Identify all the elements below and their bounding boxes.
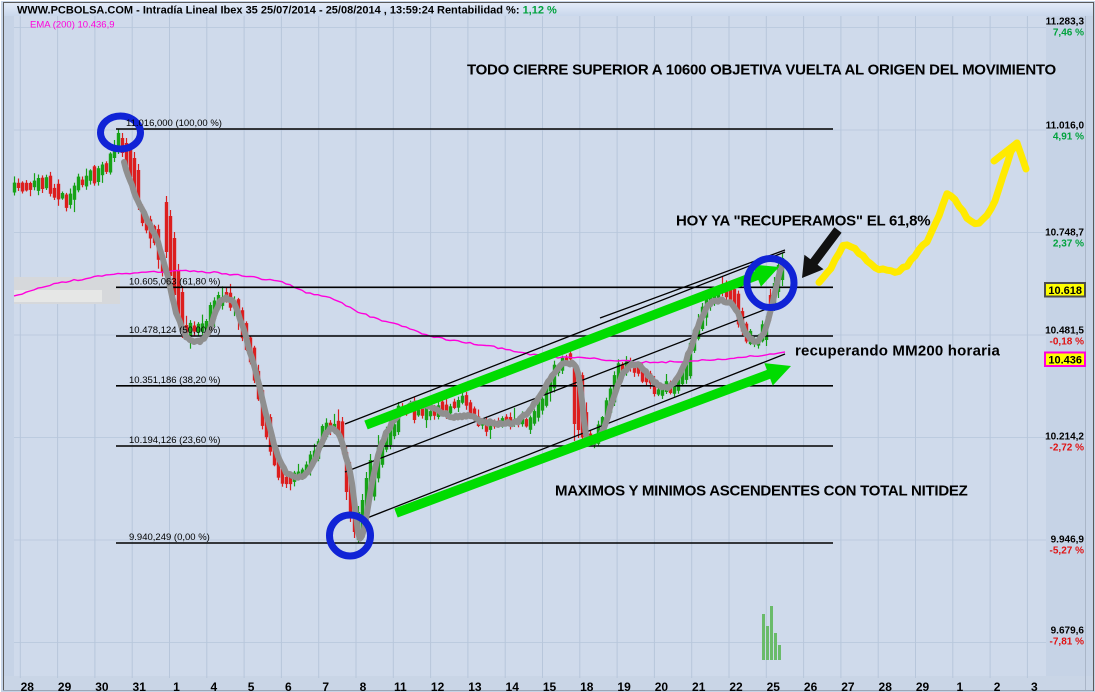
svg-text:15: 15 (543, 680, 557, 692)
svg-text:29: 29 (916, 680, 930, 692)
svg-text:7,46 %: 7,46 % (1053, 28, 1084, 39)
svg-text:31: 31 (133, 680, 147, 692)
svg-text:9.679,6: 9.679,6 (1051, 626, 1085, 637)
svg-text:HOY YA "RECUPERAMOS" EL 61,8%: HOY YA "RECUPERAMOS" EL 61,8% (676, 213, 930, 230)
svg-text:10.478,124 (50,00 %): 10.478,124 (50,00 %) (129, 325, 220, 336)
svg-text:10.194,126 (23,60 %): 10.194,126 (23,60 %) (129, 435, 220, 446)
svg-text:10.214,2: 10.214,2 (1045, 432, 1084, 443)
svg-text:8: 8 (360, 680, 367, 692)
svg-text:4: 4 (210, 680, 217, 692)
svg-text:9.940,249 (0,00 %): 9.940,249 (0,00 %) (129, 532, 210, 543)
svg-text:26: 26 (804, 680, 818, 692)
svg-text:11.016,000 (100,00 %): 11.016,000 (100,00 %) (126, 118, 222, 129)
svg-text:10.481,5: 10.481,5 (1045, 326, 1084, 337)
svg-text:recuperando MM200 horaria: recuperando MM200 horaria (795, 343, 1001, 360)
svg-text:12: 12 (431, 680, 445, 692)
svg-text:7: 7 (322, 680, 329, 692)
svg-text:19: 19 (617, 680, 631, 692)
svg-text:-2,72 %: -2,72 % (1050, 443, 1085, 454)
svg-text:28: 28 (879, 680, 893, 692)
svg-text:18: 18 (580, 680, 594, 692)
svg-text:10.605,063 (61,80 %): 10.605,063 (61,80 %) (129, 277, 220, 288)
svg-text:4,91 %: 4,91 % (1053, 132, 1084, 143)
svg-text:2,37 %: 2,37 % (1053, 239, 1084, 250)
svg-text:10.618: 10.618 (1048, 285, 1082, 297)
svg-text:-0,18 %: -0,18 % (1050, 337, 1085, 348)
svg-text:1: 1 (956, 680, 963, 692)
svg-text:EMA (200) 10.436,9: EMA (200) 10.436,9 (30, 20, 115, 31)
svg-text:-5,27 %: -5,27 % (1050, 546, 1085, 557)
svg-text:6: 6 (285, 680, 292, 692)
svg-text:10.436: 10.436 (1048, 355, 1082, 367)
svg-text:29: 29 (58, 680, 72, 692)
svg-text:3: 3 (1031, 680, 1038, 692)
svg-text:2: 2 (994, 680, 1001, 692)
svg-text:28: 28 (21, 680, 35, 692)
svg-text:TODO CIERRE SUPERIOR A 10600 O: TODO CIERRE SUPERIOR A 10600 OBJETIVA VU… (467, 62, 1057, 79)
svg-text:9.946,9: 9.946,9 (1051, 535, 1085, 546)
svg-text:5: 5 (248, 680, 255, 692)
svg-text:20: 20 (655, 680, 669, 692)
svg-text:22: 22 (729, 680, 743, 692)
svg-text:10.351,186 (38,20 %): 10.351,186 (38,20 %) (129, 375, 220, 386)
svg-text:11.016,0: 11.016,0 (1046, 121, 1085, 132)
svg-text:MAXIMOS Y MINIMOS ASCENDENTES: MAXIMOS Y MINIMOS ASCENDENTES CON TOTAL … (555, 483, 968, 500)
svg-text:-7,81 %: -7,81 % (1050, 637, 1085, 648)
svg-text:25: 25 (767, 680, 781, 692)
svg-text:14: 14 (506, 680, 520, 692)
svg-text:10.748,7: 10.748,7 (1045, 228, 1084, 239)
svg-text:1: 1 (173, 680, 180, 692)
svg-text:WWW.PCBOLSA.COM - Intradía Lin: WWW.PCBOLSA.COM - Intradía Lineal Ibex 3… (17, 5, 557, 17)
svg-text:11: 11 (394, 680, 407, 692)
svg-text:13: 13 (468, 680, 482, 692)
svg-text:21: 21 (692, 680, 706, 692)
svg-text:27: 27 (841, 680, 855, 692)
svg-text:30: 30 (95, 680, 109, 692)
svg-text:11.283,3: 11.283,3 (1046, 17, 1085, 28)
